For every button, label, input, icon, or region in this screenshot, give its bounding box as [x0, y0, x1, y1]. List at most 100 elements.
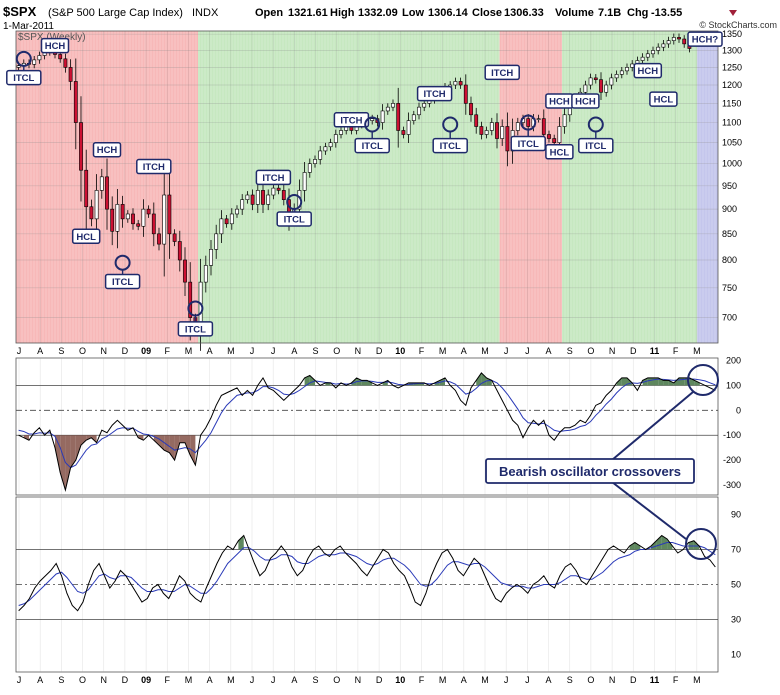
zone-bull-3 [562, 31, 698, 343]
annotation-box [40, 37, 70, 54]
annotation-box [6, 69, 42, 86]
candle-down [89, 206, 94, 220]
candle-up [380, 110, 385, 123]
candle-up [500, 126, 505, 139]
y-tick-label: 1200 [722, 80, 742, 90]
osc-main-line [18, 372, 716, 492]
candle-up [323, 146, 328, 152]
candle-down [281, 190, 286, 200]
y-tick-label: 750 [722, 283, 737, 293]
annotation-label: ITCL [440, 141, 461, 152]
x-tick-label: M [185, 675, 193, 685]
candle-up [391, 103, 395, 108]
candle-up [16, 65, 21, 68]
x-tick-label: D [630, 675, 637, 685]
crossover-circle-1 [687, 364, 719, 396]
x-tick-label: F [165, 675, 171, 685]
candle-up [557, 126, 562, 143]
osc-fill-positive [325, 382, 331, 386]
candle-down [599, 79, 603, 93]
x-tick-label: F [673, 675, 679, 685]
osc-fill-negative [174, 435, 180, 461]
candle-down [526, 118, 531, 127]
annotation-box [177, 321, 214, 337]
candle-down [474, 114, 479, 127]
low-value: 1306.14 [428, 7, 469, 19]
candle-up [604, 84, 609, 93]
annotation-box [104, 273, 141, 290]
annotation-box [578, 137, 614, 154]
candle-up [240, 199, 245, 210]
annotation-box [687, 31, 723, 47]
osc-y-tick-label: 30 [731, 615, 741, 625]
x-tick-label: A [207, 675, 213, 685]
candle-down [495, 122, 499, 139]
zone-bear-2 [499, 31, 562, 343]
annotation-label: ITCL [112, 277, 133, 288]
annotation-label: ITCH [491, 68, 513, 79]
candle-down [84, 169, 89, 208]
x-tick-label: M [481, 675, 489, 685]
candle-down [224, 218, 229, 225]
x-tick-label: M [693, 346, 701, 356]
zone-bull-1 [198, 31, 500, 343]
candle-up [489, 122, 494, 131]
x-tick-label: O [79, 346, 86, 356]
x-tick-label: N [100, 675, 107, 685]
watermark-text: © StockCharts.com [699, 20, 777, 30]
x-tick-label: F [673, 346, 679, 356]
annotation-box [71, 228, 101, 245]
x-tick-label: 10 [395, 346, 405, 356]
x-tick-label: D [376, 675, 383, 685]
candle-up [536, 118, 541, 120]
candle-down [79, 122, 83, 171]
volume-value: 7.1B [598, 7, 621, 19]
candle-up [666, 40, 671, 45]
osc-y-tick-label: 70 [731, 545, 741, 555]
candle-down [167, 194, 172, 235]
x-tick-label: 09 [141, 675, 151, 685]
candle-up [385, 106, 390, 112]
x-tick-label: D [376, 346, 383, 356]
candle-up [656, 46, 661, 51]
y-tick-label: 1100 [722, 118, 741, 128]
x-tick-label: O [333, 675, 340, 685]
osc-fill-negative [81, 435, 87, 446]
osc-y-tick-label: 200 [726, 355, 741, 365]
x-tick-label: A [461, 346, 467, 356]
osc-fill-positive [621, 377, 627, 386]
price-panel: 700 750 800 850 900 950 1000 1050 1100 1150 1200 12… [6, 29, 742, 356]
osc-y-tick-label: 10 [731, 650, 741, 660]
y-tick-label: 1250 [722, 62, 742, 72]
candle-up [406, 120, 411, 135]
annotation-label: ITCH [262, 173, 284, 184]
callout-connector-2 [611, 481, 687, 540]
symbol-text: $SPX [3, 4, 37, 19]
candle-down [593, 77, 598, 80]
candle-up [671, 37, 676, 41]
candle-up [630, 63, 635, 68]
candle-down [276, 187, 281, 191]
y-tick-label: 1000 [722, 159, 742, 169]
osc-fill-positive [238, 535, 244, 550]
candle-up [645, 53, 650, 58]
close-label: Close [472, 7, 502, 19]
osc-fill-positive [304, 375, 310, 386]
x-tick-label: J [17, 675, 22, 685]
x-tick-label: J [525, 675, 530, 685]
candle-up [333, 134, 338, 143]
x-tick-label: J [17, 346, 22, 356]
low-label: Low [402, 7, 424, 19]
candle-up [417, 106, 421, 116]
annotation-label: HCH [549, 96, 570, 107]
candle-up [307, 163, 312, 173]
candle-up [32, 59, 37, 65]
candle-down [396, 103, 401, 131]
annotation-box [416, 85, 453, 102]
candle-up [235, 208, 239, 215]
annotation-box [92, 141, 122, 158]
x-tick-label: N [355, 675, 362, 685]
candle-up [219, 218, 224, 235]
osc-main-line [18, 534, 716, 612]
osc-y-tick-label: -100 [723, 430, 741, 440]
